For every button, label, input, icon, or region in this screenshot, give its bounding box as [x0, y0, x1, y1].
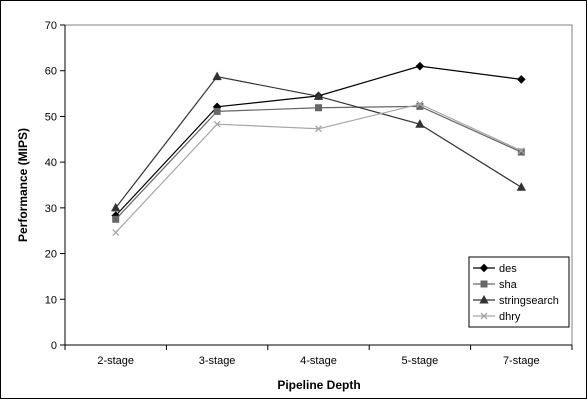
data-point-stringsearch	[415, 119, 425, 128]
x-tick-label: 3-stage	[199, 355, 236, 367]
series-layer	[111, 61, 526, 237]
legend-item-dhry: dhry	[473, 311, 521, 323]
x-tick-label: 5-stage	[402, 355, 439, 367]
y-tick-label: 0	[51, 340, 57, 352]
y-tick-label: 40	[45, 157, 57, 169]
data-point-stringsearch	[111, 202, 121, 212]
legend-marker-sha	[480, 280, 488, 288]
legend-label: dhry	[499, 311, 521, 323]
data-point-dhry	[416, 100, 424, 108]
data-point-dhry	[112, 229, 120, 237]
data-point-dhry	[517, 147, 525, 155]
legend: des sha stringsearch dhry	[468, 256, 570, 328]
x-tick-label: 2-stage	[97, 355, 134, 367]
y-tick-label: 10	[45, 294, 57, 306]
legend-item-sha: sha	[473, 279, 518, 291]
legend-item-stringsearch: stringsearch	[473, 294, 559, 307]
data-point-dhry	[315, 125, 322, 133]
legend-label: sha	[499, 279, 518, 291]
axes-layer: 0 10 20 30 40 50 60 70 2-stage 3-stage 4-stage 5-st…	[45, 20, 573, 367]
y-tick-label: 50	[45, 111, 57, 123]
series-dhry	[112, 100, 525, 237]
data-point-stringsearch	[516, 182, 526, 191]
data-point-des	[415, 61, 425, 71]
y-axis-title: Performance (MIPS)	[16, 128, 30, 242]
x-tick-label: 4-stage	[300, 355, 337, 367]
data-point-sha	[213, 107, 221, 115]
legend-label: des	[499, 263, 517, 275]
legend-marker-des	[479, 263, 489, 273]
series-stringsearch	[111, 71, 526, 212]
x-axis-title: Pipeline Depth	[277, 378, 360, 392]
legend-marker-dhry	[480, 312, 488, 320]
data-point-des	[516, 75, 526, 84]
y-tick-label: 70	[45, 20, 57, 32]
legend-label: stringsearch	[499, 295, 559, 307]
y-tick-label: 20	[45, 249, 57, 261]
data-point-sha	[517, 148, 525, 156]
data-point-stringsearch	[212, 71, 222, 81]
data-point-dhry	[213, 120, 221, 128]
y-tick-label: 60	[45, 66, 57, 78]
y-tick-label: 30	[45, 203, 57, 215]
x-tick-label: 7-stage	[503, 355, 540, 367]
data-point-sha	[112, 215, 120, 223]
legend-item-des: des	[473, 263, 517, 275]
data-point-sha	[315, 104, 322, 112]
data-point-stringsearch	[313, 91, 324, 100]
legend-marker-stringsearch	[479, 294, 489, 304]
